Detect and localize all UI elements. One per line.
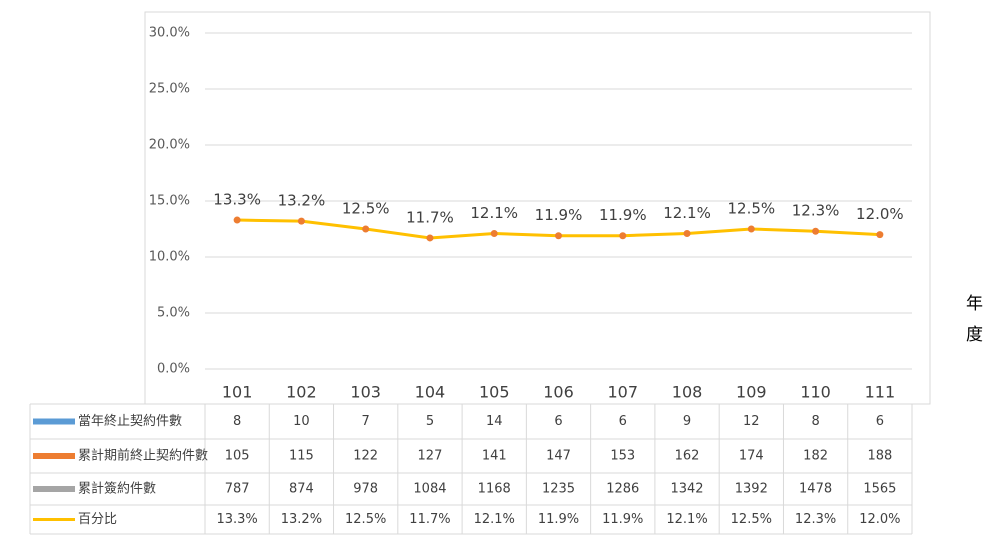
y-tick-label: 20.0%	[149, 138, 190, 153]
table-cell: 6	[619, 414, 627, 429]
point	[747, 225, 755, 233]
table-cell: 1565	[863, 482, 896, 497]
legend-swatch	[33, 453, 75, 459]
x-tick-label: 109	[736, 383, 767, 402]
table-cell: 127	[418, 449, 443, 464]
x-tick-label: 102	[286, 383, 317, 402]
table-cell: 12.5%	[731, 512, 772, 527]
point	[297, 217, 305, 225]
table-cell: 12	[743, 414, 760, 429]
table-cell: 787	[225, 482, 250, 497]
table-cell: 8	[233, 414, 241, 429]
x-tick-label: 103	[350, 383, 381, 402]
data-label: 11.9%	[599, 206, 647, 224]
table-cell: 13.2%	[281, 512, 322, 527]
table-cell: 5	[426, 414, 434, 429]
legend-swatch	[33, 486, 75, 492]
data-label: 11.7%	[406, 208, 454, 226]
table-cell: 14	[486, 414, 503, 429]
table-cell: 1392	[735, 482, 768, 497]
data-label: 12.3%	[792, 202, 840, 220]
point	[812, 227, 820, 235]
data-label: 12.5%	[727, 200, 775, 218]
table-cell: 12.5%	[345, 512, 386, 527]
point	[683, 229, 691, 237]
table-cell: 11.7%	[409, 512, 450, 527]
data-label: 12.5%	[342, 200, 390, 218]
y-tick-label: 5.0%	[157, 306, 190, 321]
table-cell: 1168	[478, 482, 511, 497]
table-cell: 115	[289, 449, 314, 464]
table-cell: 6	[876, 414, 884, 429]
data-label: 13.2%	[278, 192, 326, 210]
legend-label: 當年終止契約件數	[78, 413, 182, 429]
data-label: 12.0%	[856, 205, 904, 223]
table-cell: 1342	[670, 482, 703, 497]
table-cell: 1084	[413, 482, 446, 497]
table-cell: 1286	[606, 482, 639, 497]
table-cell: 12.3%	[795, 512, 836, 527]
x-tick-label: 101	[222, 383, 253, 402]
table-cell: 8	[811, 414, 819, 429]
x-tick-label: 104	[415, 383, 446, 402]
table-cell: 1235	[542, 482, 575, 497]
point	[876, 231, 884, 239]
data-label: 13.3%	[213, 191, 261, 209]
table-cell: 13.3%	[216, 512, 257, 527]
table-cell: 12.0%	[859, 512, 900, 527]
table-cell: 122	[353, 449, 378, 464]
x-tick-label: 110	[800, 383, 831, 402]
point	[426, 234, 434, 242]
table-cell: 11.9%	[602, 512, 643, 527]
x-tick-label: 111	[865, 383, 896, 402]
y-tick-label: 10.0%	[149, 250, 190, 265]
table-cell: 12.1%	[474, 512, 515, 527]
y-tick-label: 30.0%	[149, 26, 190, 41]
legend-label: 累計期前終止契約件數	[78, 448, 208, 464]
point	[619, 232, 627, 240]
table-cell: 174	[739, 449, 764, 464]
legend-label: 累計簽約件數	[78, 481, 156, 497]
table-cell: 10	[293, 414, 310, 429]
point	[233, 216, 241, 224]
x-axis-label: 年度	[962, 294, 982, 356]
table-cell: 6	[554, 414, 562, 429]
table-cell: 7	[362, 414, 370, 429]
table-cell: 874	[289, 482, 314, 497]
legend-label: 百分比	[78, 512, 117, 527]
point	[555, 232, 562, 240]
table-cell: 978	[353, 482, 378, 497]
table-cell: 9	[683, 414, 691, 429]
point	[490, 229, 498, 237]
x-tick-label: 106	[543, 383, 574, 402]
data-label: 12.1%	[663, 204, 711, 222]
table-cell: 153	[610, 449, 635, 464]
x-tick-label: 107	[607, 383, 638, 402]
table-cell: 141	[482, 449, 507, 464]
table-cell: 162	[675, 449, 700, 464]
y-tick-label: 25.0%	[149, 82, 190, 97]
y-tick-label: 15.0%	[149, 194, 190, 209]
legend-swatch	[33, 418, 75, 425]
table-cell: 12.1%	[666, 512, 707, 527]
data-label: 11.9%	[535, 206, 583, 224]
table-cell: 182	[803, 449, 828, 464]
table-cell: 11.9%	[538, 512, 579, 527]
table-cell: 1478	[799, 482, 832, 497]
point	[362, 225, 370, 233]
x-tick-label: 108	[672, 383, 703, 402]
table-cell: 188	[867, 449, 892, 464]
data-label: 12.1%	[470, 204, 518, 222]
x-tick-label: 105	[479, 383, 510, 402]
table-cell: 147	[546, 449, 571, 464]
y-tick-label: 0.0%	[157, 362, 190, 377]
table-cell: 105	[225, 449, 250, 464]
